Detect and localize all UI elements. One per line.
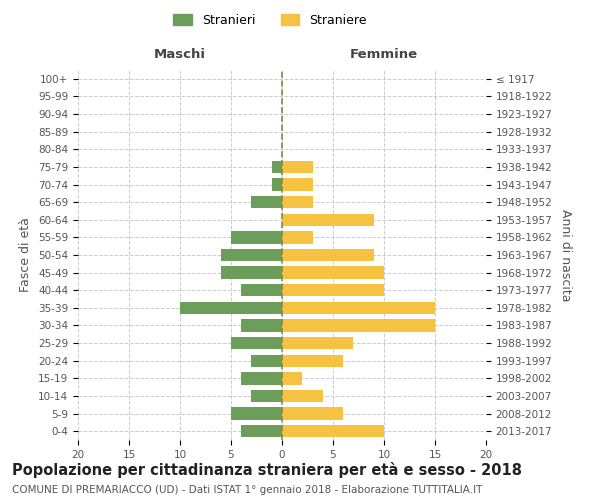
Bar	[221, 249, 282, 261]
Text: Maschi: Maschi	[154, 48, 206, 61]
Legend: Stranieri, Straniere: Stranieri, Straniere	[168, 8, 372, 32]
Bar	[282, 160, 313, 173]
Text: Femmine: Femmine	[350, 48, 418, 61]
Bar	[282, 266, 384, 279]
Bar	[282, 249, 374, 261]
Bar	[241, 284, 282, 296]
Bar	[282, 372, 302, 384]
Text: Popolazione per cittadinanza straniera per età e sesso - 2018: Popolazione per cittadinanza straniera p…	[12, 462, 522, 478]
Bar	[282, 214, 374, 226]
Bar	[282, 302, 435, 314]
Bar	[241, 320, 282, 332]
Bar	[251, 196, 282, 208]
Bar	[251, 390, 282, 402]
Bar	[272, 160, 282, 173]
Bar	[241, 372, 282, 384]
Bar	[241, 425, 282, 438]
Bar	[272, 178, 282, 190]
Bar	[282, 354, 343, 367]
Bar	[231, 231, 282, 243]
Bar	[180, 302, 282, 314]
Y-axis label: Anni di nascita: Anni di nascita	[559, 209, 572, 301]
Y-axis label: Fasce di età: Fasce di età	[19, 218, 32, 292]
Bar	[282, 231, 313, 243]
Bar	[231, 408, 282, 420]
Bar	[282, 390, 323, 402]
Bar	[282, 337, 353, 349]
Bar	[282, 178, 313, 190]
Bar	[231, 337, 282, 349]
Bar	[282, 408, 343, 420]
Bar	[282, 284, 384, 296]
Text: COMUNE DI PREMARIACCO (UD) - Dati ISTAT 1° gennaio 2018 - Elaborazione TUTTITALI: COMUNE DI PREMARIACCO (UD) - Dati ISTAT …	[12, 485, 482, 495]
Bar	[282, 196, 313, 208]
Bar	[282, 425, 384, 438]
Bar	[221, 266, 282, 279]
Bar	[282, 320, 435, 332]
Bar	[251, 354, 282, 367]
